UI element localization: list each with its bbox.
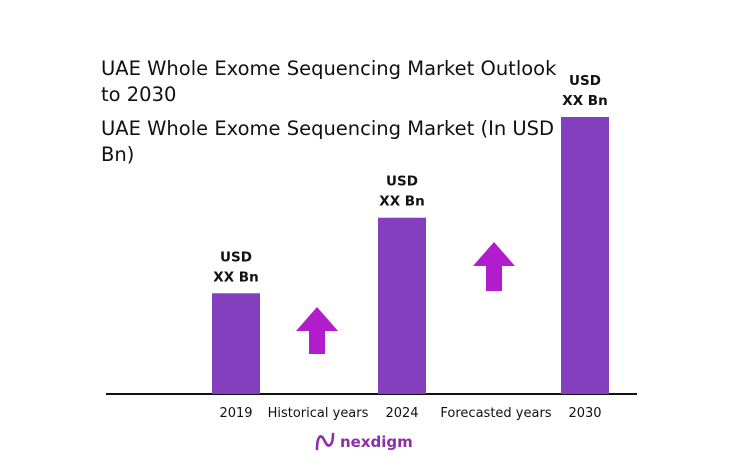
- bar-value-label: XX Bn: [379, 194, 424, 210]
- bar-value-label: XX Bn: [213, 269, 258, 285]
- x-tick-label: 2019: [219, 406, 252, 421]
- bar-2030: [561, 117, 609, 394]
- chart-subtitle: UAE Whole Exome Sequencing Market (In US…: [101, 117, 555, 166]
- period-label: Historical years: [268, 406, 369, 421]
- period-label: Forecasted years: [440, 406, 551, 421]
- nexdigm-logo-icon: [315, 432, 335, 451]
- bar-value-label: USD: [569, 73, 601, 89]
- title-block: UAE Whole Exome Sequencing Market Outloo…: [101, 56, 571, 168]
- bar-value-label: XX Bn: [562, 93, 607, 109]
- bar-value-label: USD: [386, 174, 418, 190]
- brand-name: nexdigm: [340, 433, 413, 451]
- x-tick-label: 2024: [385, 406, 418, 421]
- chart-title: UAE Whole Exome Sequencing Market Outloo…: [101, 57, 557, 106]
- bar-2019: [212, 293, 260, 394]
- bar-value-label: USD: [220, 249, 252, 265]
- x-tick-label: 2030: [568, 406, 601, 421]
- up-arrow-icon: [296, 307, 338, 354]
- up-arrow-icon: [473, 242, 515, 291]
- bar-2024: [378, 217, 426, 394]
